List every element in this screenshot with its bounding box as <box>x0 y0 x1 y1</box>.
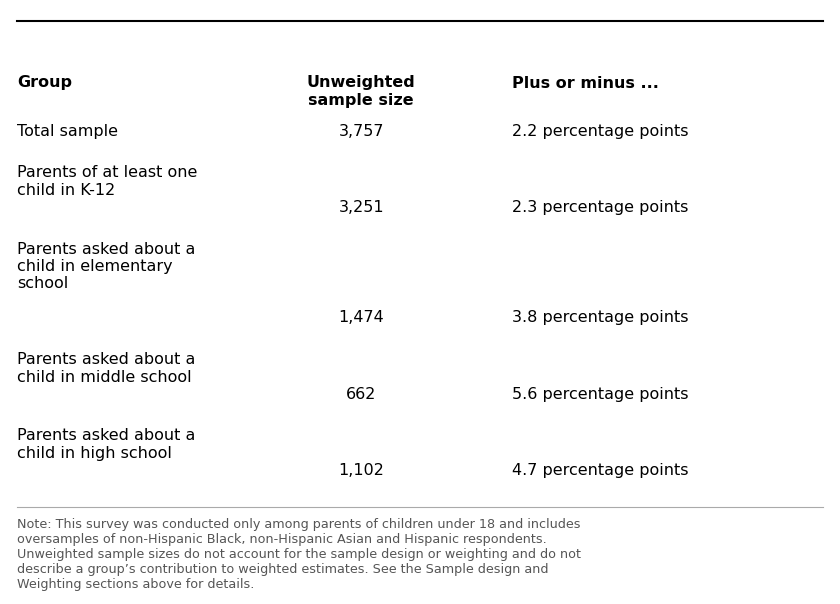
Text: 3.8 percentage points: 3.8 percentage points <box>512 310 689 326</box>
Text: 1,474: 1,474 <box>339 310 384 326</box>
Text: 1,102: 1,102 <box>339 463 384 478</box>
Text: Parents asked about a
child in middle school: Parents asked about a child in middle sc… <box>17 352 195 385</box>
Text: 3,757: 3,757 <box>339 124 384 139</box>
Text: Parents asked about a
child in elementary
school: Parents asked about a child in elementar… <box>17 242 195 291</box>
Text: 4.7 percentage points: 4.7 percentage points <box>512 463 689 478</box>
Text: 2.3 percentage points: 2.3 percentage points <box>512 200 689 215</box>
Text: Group: Group <box>17 76 71 91</box>
Text: 2.2 percentage points: 2.2 percentage points <box>512 124 689 139</box>
Text: 3,251: 3,251 <box>339 200 384 215</box>
Text: Parents of at least one
child in K-12: Parents of at least one child in K-12 <box>17 165 197 198</box>
Text: Plus or minus ...: Plus or minus ... <box>512 76 659 91</box>
Text: Total sample: Total sample <box>17 124 118 139</box>
Text: Parents asked about a
child in high school: Parents asked about a child in high scho… <box>17 428 195 461</box>
Text: 5.6 percentage points: 5.6 percentage points <box>512 387 689 402</box>
Text: Unweighted
sample size: Unweighted sample size <box>307 76 416 108</box>
Text: Note: This survey was conducted only among parents of children under 18 and incl: Note: This survey was conducted only amo… <box>17 518 580 591</box>
Text: 662: 662 <box>346 387 376 402</box>
